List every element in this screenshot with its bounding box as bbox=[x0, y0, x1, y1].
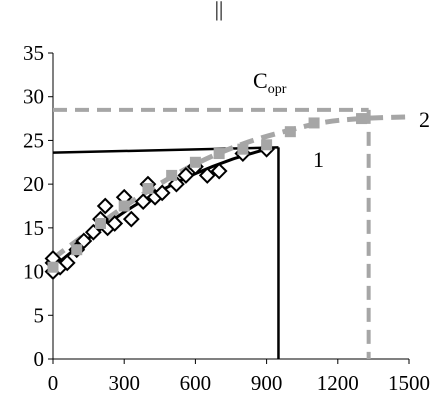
point-diamond bbox=[96, 197, 114, 215]
y-tick-label: 30 bbox=[23, 85, 44, 109]
point-diamond bbox=[198, 166, 216, 184]
x-tick-label: 0 bbox=[48, 371, 59, 395]
fit-curve-2 bbox=[51, 114, 410, 261]
point-square bbox=[142, 183, 154, 195]
x-tick-label: 1200 bbox=[317, 371, 359, 395]
y-tick-label: 25 bbox=[23, 128, 44, 152]
x-tick-label: 900 bbox=[251, 371, 283, 395]
data-points bbox=[44, 113, 368, 280]
point-diamond bbox=[106, 215, 124, 232]
fit-curve-1 bbox=[52, 147, 268, 269]
x-tick-label: 300 bbox=[108, 371, 140, 395]
y-tick-label: 5 bbox=[34, 303, 45, 327]
y-tick-label: 35 bbox=[23, 41, 44, 65]
point-diamond bbox=[210, 162, 228, 180]
point-square bbox=[308, 117, 320, 129]
point-diamond bbox=[153, 184, 171, 202]
y-tick-label: 20 bbox=[23, 172, 44, 196]
point-diamond bbox=[134, 193, 152, 211]
point-square bbox=[118, 200, 130, 212]
point-square bbox=[94, 217, 106, 229]
point-square bbox=[189, 156, 201, 168]
annotations: Copr 1 2 bbox=[253, 68, 430, 172]
point-square bbox=[47, 261, 59, 273]
point-diamond bbox=[177, 166, 195, 184]
y-tick-label: 10 bbox=[23, 260, 44, 284]
y-tick-label: 15 bbox=[23, 216, 44, 240]
point-square bbox=[284, 126, 296, 138]
x-tick-label: 1500 bbox=[388, 371, 430, 395]
c-opr-main: C bbox=[253, 68, 268, 93]
point-square bbox=[71, 244, 83, 256]
curve-label-1: 1 bbox=[313, 147, 324, 172]
point-square bbox=[237, 143, 249, 155]
curve-label-2: 2 bbox=[419, 107, 430, 132]
c-opr-subscript: opr bbox=[268, 82, 287, 97]
point-diamond bbox=[58, 254, 76, 272]
point-square bbox=[166, 169, 178, 181]
c-opr-label: Copr bbox=[253, 68, 287, 97]
y-tick-label: 0 bbox=[34, 347, 45, 371]
x-tick-label: 600 bbox=[180, 371, 212, 395]
point-square bbox=[261, 139, 273, 151]
fit-curves bbox=[51, 114, 410, 269]
top-mark: || bbox=[215, 0, 223, 21]
point-square bbox=[213, 148, 225, 160]
axes: 0 5 10 15 20 25 30 35 0 300 600 900 1200 1500 bbox=[23, 41, 430, 395]
point-square bbox=[356, 113, 368, 125]
point-diamond bbox=[122, 210, 140, 228]
